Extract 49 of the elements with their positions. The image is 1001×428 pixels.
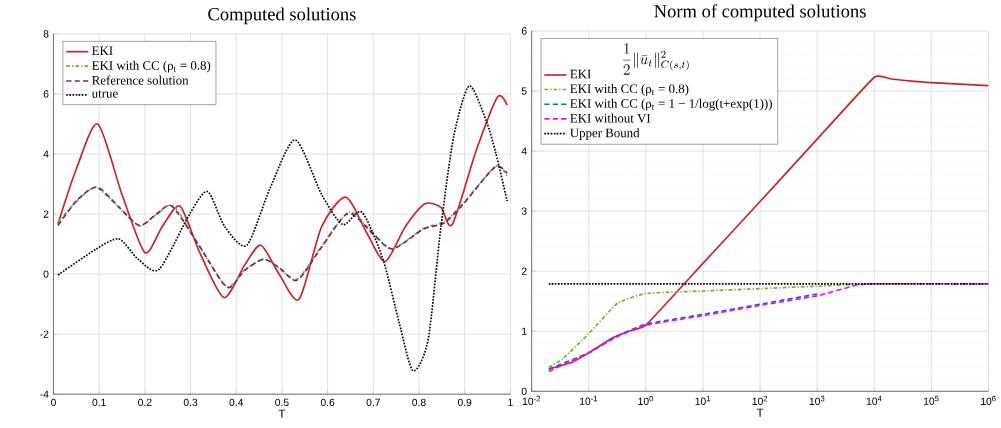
x-axis-title: T: [278, 409, 286, 418]
y-tick-label: 1: [522, 327, 527, 335]
y-tick-label: -4: [40, 390, 49, 398]
x-tick-label: 10$^{1}$: [695, 395, 711, 405]
y-tick-label: 6: [521, 27, 527, 35]
x-tick-label: 0.4: [229, 398, 244, 407]
legend-label: EKI: [570, 69, 591, 79]
x-tick-label: 10$^{2}$: [752, 395, 768, 405]
x-tick-label: 1: [508, 398, 513, 406]
x-tick-label: 10$^{6}$: [981, 395, 996, 405]
legend-label: EKI: [92, 46, 113, 55]
legend-label: EKI with CC (ρ$_{t}$ = 0.8): [92, 60, 211, 73]
x-tick-label: 10$^{4}$: [866, 395, 882, 405]
x-tick-label: 0.8: [412, 398, 426, 407]
legend-label: EKI without VI: [570, 113, 651, 123]
y-tick-label: 2: [521, 267, 527, 275]
x-tick-label: 10$^{-1}$: [580, 395, 598, 405]
y-tick-label: -2: [40, 330, 49, 338]
legend-label: utrue: [91, 90, 118, 98]
y-tick-label: 5: [521, 87, 527, 95]
x-tick-label: 0.3: [183, 398, 198, 407]
y-tick-label: 3: [521, 207, 527, 215]
legend-title: $\frac{1}{2}\|\bar{u}_t\|^2_{C(s,t)}$: [622, 43, 689, 75]
y-tick-label: 8: [43, 30, 49, 38]
x-tick-label: 0: [51, 398, 56, 407]
y-tick-label: 6: [43, 90, 49, 98]
chart-title: Computed solutions: [208, 7, 356, 25]
x-tick-label: 10$^{5}$: [923, 395, 939, 405]
x-tick-label: 0.2: [138, 398, 152, 407]
y-tick-label: 2: [43, 210, 49, 218]
legend-label: Upper Bound: [570, 128, 640, 140]
x-tick-label: 10$^{3}$: [809, 395, 825, 405]
x-tick-label: 10$^{0}$: [638, 395, 654, 405]
x-tick-label: 0.5: [275, 398, 289, 407]
line-series: [57, 85, 508, 372]
legend-label: EKI with CC (ρ$_{t}$ = 0.8): [570, 84, 689, 96]
legend-label: Reference solution: [92, 75, 189, 85]
x-tick-label: 0.9: [457, 398, 472, 407]
x-tick-label: 0.7: [366, 398, 380, 407]
x-tick-label: 0.1: [92, 398, 106, 407]
x-tick-label: 0.6: [320, 398, 335, 407]
y-tick-label: 4: [521, 147, 527, 155]
y-tick-label: 4: [43, 150, 49, 158]
x-tick-label: 10$^{-2}$: [522, 395, 541, 405]
y-tick-label: 0: [43, 270, 49, 278]
y-tick-label: 0: [521, 387, 527, 395]
x-axis-title: T: [756, 408, 764, 417]
chart-title: Norm of computed solutions: [654, 4, 866, 22]
legend-label: EKI with CC (ρ$_{t}$ = 1 − 1/log(t+exp(1))): [570, 98, 772, 111]
